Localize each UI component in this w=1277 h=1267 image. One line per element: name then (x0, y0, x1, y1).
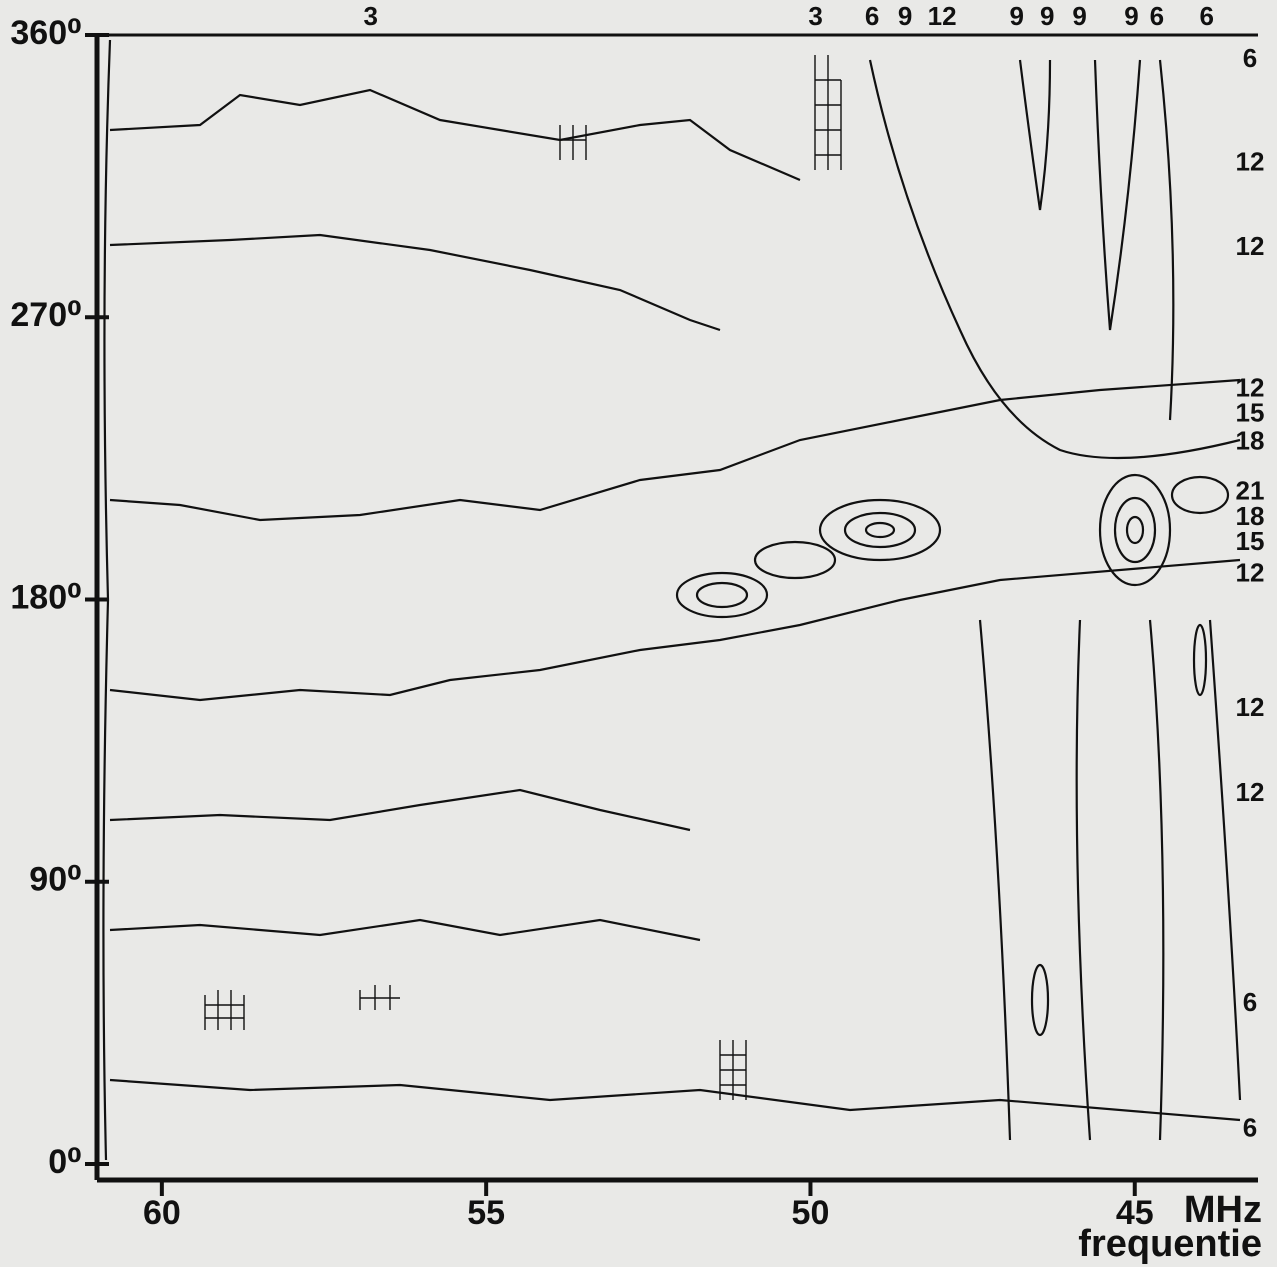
y-tick-label: 0⁰ (48, 1143, 82, 1181)
contour-line (1158, 59, 1175, 421)
level-label: 9 (1040, 1, 1054, 31)
contour-line (109, 558, 1241, 702)
level-label: 6 (1243, 1112, 1257, 1142)
level-label: 15 (1236, 397, 1265, 427)
level-label: 6 (1243, 43, 1257, 73)
contour-ring (695, 581, 749, 609)
y-tick-label: 360⁰ (10, 14, 82, 52)
contour-line (1018, 59, 1052, 211)
x-title: frequentie (1078, 1223, 1262, 1265)
contour-ring (1030, 963, 1050, 1037)
level-label: 12 (1236, 777, 1265, 807)
x-tick-label: 50 (792, 1194, 830, 1232)
contour-ring (675, 571, 769, 619)
level-label: 12 (1236, 557, 1265, 587)
level-label: 9 (1124, 1, 1138, 31)
level-label: 18 (1236, 426, 1265, 456)
contour-ring (864, 521, 896, 539)
level-label: 6 (1243, 987, 1257, 1017)
contour-ring (843, 511, 917, 549)
level-label: 9 (898, 1, 912, 31)
contour-ring (1113, 496, 1157, 564)
x-unit: MHz (1184, 1189, 1262, 1231)
contour-ring (1098, 473, 1172, 587)
level-label: 15 (1236, 526, 1265, 556)
contour-line (978, 619, 1242, 1141)
contour-ring (1125, 515, 1145, 545)
level-label: 9 (1009, 1, 1023, 31)
level-label: 3 (363, 1, 377, 31)
level-label: 6 (1150, 1, 1164, 31)
contour-line (1093, 59, 1142, 331)
x-tick-label: 60 (143, 1194, 181, 1232)
contour-ring (1192, 623, 1208, 697)
level-label: 12 (1236, 372, 1265, 402)
contour-line (868, 59, 1241, 460)
level-label: 3 (808, 1, 822, 31)
level-label: 12 (1236, 146, 1265, 176)
level-label: 12 (1236, 231, 1265, 261)
y-tick-label: 180⁰ (10, 578, 82, 616)
contour-line (109, 378, 1241, 522)
contour-line (109, 233, 721, 332)
x-tick-label: 45 (1116, 1194, 1154, 1232)
x-tick-label: 55 (467, 1194, 505, 1232)
level-label: 12 (928, 1, 957, 31)
y-tick-label: 90⁰ (29, 861, 82, 899)
contour-ring (1170, 475, 1230, 515)
level-label: 12 (1236, 692, 1265, 722)
y-tick-label: 270⁰ (10, 296, 82, 334)
level-label: 21 (1236, 476, 1265, 506)
level-label: 9 (1072, 1, 1086, 31)
level-label: 18 (1236, 501, 1265, 531)
contour-line (109, 88, 801, 182)
hatch (204, 55, 842, 1100)
contour-ring (818, 498, 942, 562)
contours (102, 39, 1242, 1161)
contour-line (109, 788, 691, 832)
contour-line (109, 1078, 1241, 1122)
contour-ring (753, 540, 837, 580)
level-label: 6 (1200, 1, 1214, 31)
level-label: 6 (865, 1, 879, 31)
contour-line (109, 918, 701, 942)
